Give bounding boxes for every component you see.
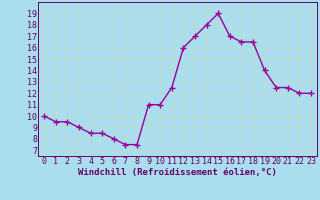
X-axis label: Windchill (Refroidissement éolien,°C): Windchill (Refroidissement éolien,°C) (78, 168, 277, 177)
